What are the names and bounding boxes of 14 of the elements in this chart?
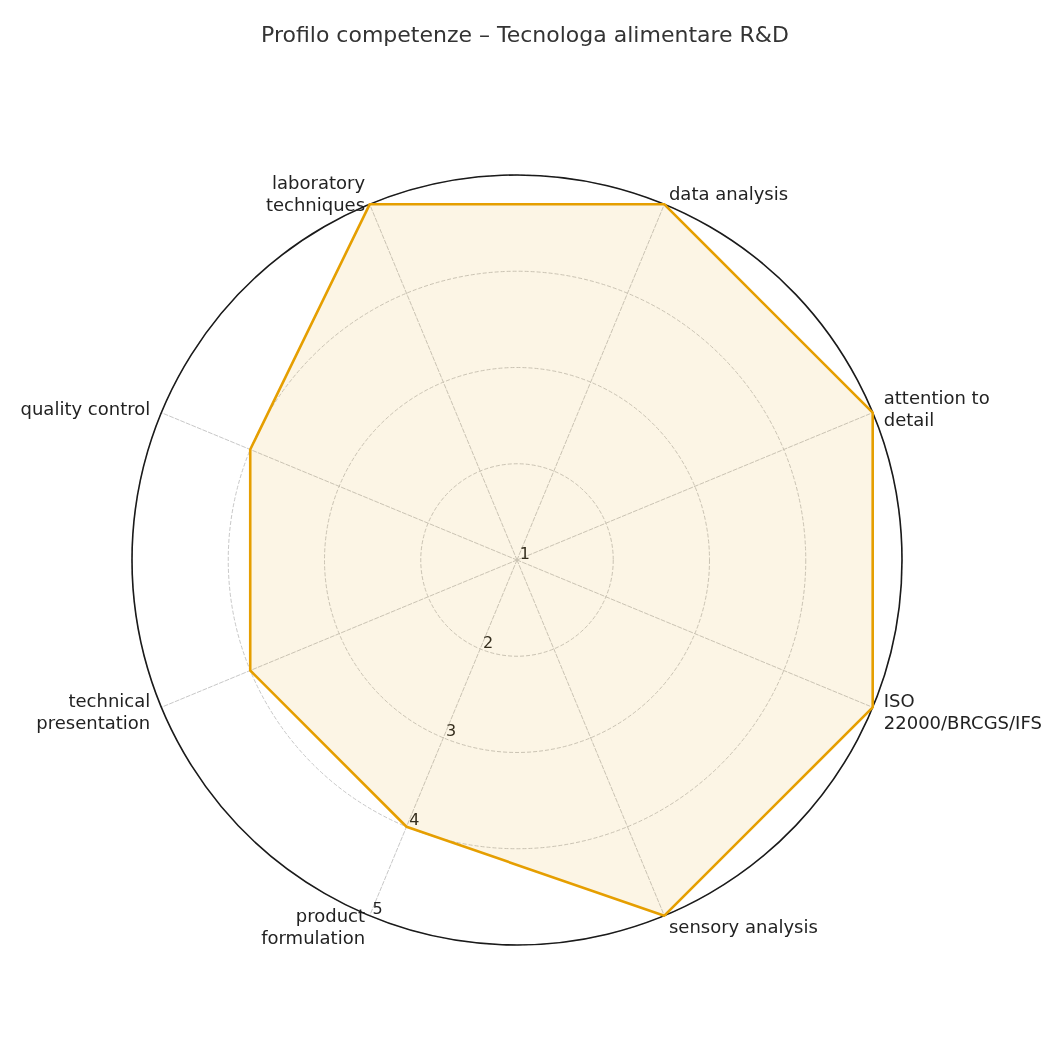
chart-title: Profilo competenze – Tecnologa alimentare R&D [261,21,789,47]
y-tick-label: 3 [446,721,457,741]
spoke-label: ISO 22000/BRCGS/IFS [883,690,1042,734]
spoke-label: product formulation [261,905,366,949]
y-tick-label: 1 [519,543,530,563]
y-tick-label: 5 [372,899,383,919]
spoke-label: sensory analysis [668,916,818,938]
spoke-label: technical presentation [36,690,151,734]
y-tick-label: 2 [482,632,494,652]
spoke-label: quality control [20,397,151,419]
y-tick-label: 4 [409,810,420,830]
spoke-label: laboratory techniques [265,171,366,215]
spoke-label: data analysis [668,182,789,204]
spoke-label: attention to detail [883,386,990,430]
